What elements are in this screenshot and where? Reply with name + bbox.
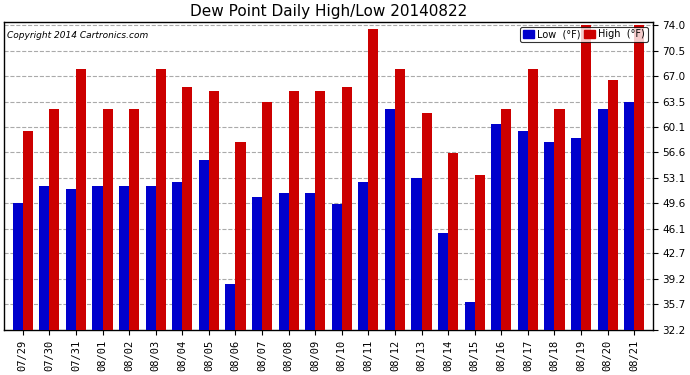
Bar bbox=[50, 109, 59, 330]
Bar bbox=[76, 69, 86, 330]
Bar bbox=[502, 109, 511, 330]
Bar bbox=[199, 160, 209, 330]
Bar bbox=[103, 109, 112, 330]
Bar bbox=[252, 196, 262, 330]
Bar bbox=[12, 203, 23, 330]
Bar bbox=[226, 284, 235, 330]
Legend: Low  (°F), High  (°F): Low (°F), High (°F) bbox=[520, 27, 648, 42]
Bar bbox=[608, 80, 618, 330]
Bar bbox=[146, 186, 156, 330]
Bar bbox=[358, 182, 368, 330]
Bar bbox=[634, 26, 644, 330]
Bar bbox=[491, 124, 502, 330]
Bar bbox=[385, 109, 395, 330]
Bar bbox=[235, 142, 246, 330]
Bar bbox=[368, 29, 379, 330]
Bar bbox=[92, 186, 103, 330]
Bar bbox=[332, 204, 342, 330]
Bar bbox=[581, 26, 591, 330]
Bar bbox=[129, 109, 139, 330]
Bar bbox=[279, 193, 288, 330]
Bar bbox=[172, 182, 182, 330]
Bar bbox=[438, 233, 448, 330]
Bar bbox=[422, 113, 432, 330]
Bar bbox=[411, 178, 422, 330]
Bar bbox=[23, 131, 33, 330]
Bar bbox=[288, 91, 299, 330]
Bar bbox=[305, 193, 315, 330]
Bar bbox=[209, 91, 219, 330]
Bar bbox=[342, 87, 352, 330]
Bar bbox=[66, 189, 76, 330]
Bar bbox=[518, 131, 528, 330]
Bar bbox=[182, 87, 193, 330]
Bar bbox=[624, 102, 634, 330]
Bar bbox=[528, 69, 538, 330]
Bar bbox=[39, 186, 50, 330]
Bar bbox=[464, 302, 475, 330]
Bar bbox=[598, 109, 608, 330]
Title: Dew Point Daily High/Low 20140822: Dew Point Daily High/Low 20140822 bbox=[190, 4, 467, 19]
Bar bbox=[315, 91, 325, 330]
Text: Copyright 2014 Cartronics.com: Copyright 2014 Cartronics.com bbox=[8, 31, 148, 40]
Bar bbox=[555, 109, 564, 330]
Bar bbox=[395, 69, 405, 330]
Bar bbox=[448, 153, 458, 330]
Bar bbox=[475, 175, 485, 330]
Bar bbox=[156, 69, 166, 330]
Bar bbox=[119, 186, 129, 330]
Bar bbox=[262, 102, 272, 330]
Bar bbox=[544, 142, 555, 330]
Bar bbox=[571, 138, 581, 330]
